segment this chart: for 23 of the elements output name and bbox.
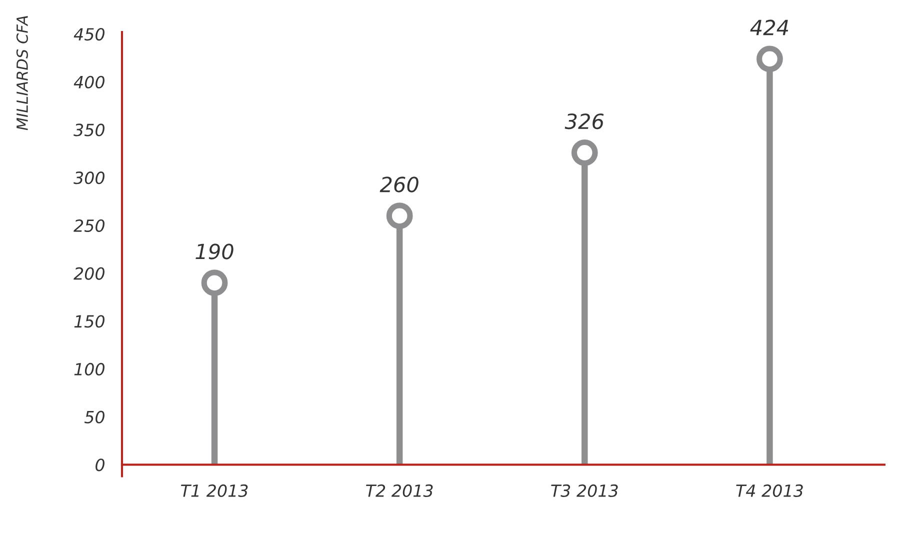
point xyxy=(571,139,598,166)
y-tick-label: 0 xyxy=(96,458,104,472)
y-tick-label: 150 xyxy=(74,315,104,328)
y-tick-label: 400 xyxy=(74,76,104,88)
data-label: 424 xyxy=(750,20,788,36)
x-tick-label: T2 2013 xyxy=(366,484,433,498)
x-tick-label: T1 2013 xyxy=(180,484,248,498)
x-tick-label: T3 2013 xyxy=(551,484,618,498)
y-tick-label: 50 xyxy=(84,410,104,424)
data-label: 260 xyxy=(380,176,418,192)
y-tick-label: 300 xyxy=(74,172,104,184)
y-tick-label: 450 xyxy=(74,28,104,41)
point xyxy=(756,46,783,72)
data-label: 326 xyxy=(564,113,604,130)
point xyxy=(201,270,228,296)
y-tick-label: 100 xyxy=(74,362,104,376)
point xyxy=(386,202,413,230)
y-tick-label: 200 xyxy=(74,267,104,280)
y-tick-label: 350 xyxy=(74,124,104,136)
x-tick-label: T4 2013 xyxy=(736,484,803,498)
y-tick-label: 250 xyxy=(74,219,104,232)
data-label: 190 xyxy=(196,244,234,260)
y-axis-title: MILLIARDS CFA xyxy=(16,16,28,130)
